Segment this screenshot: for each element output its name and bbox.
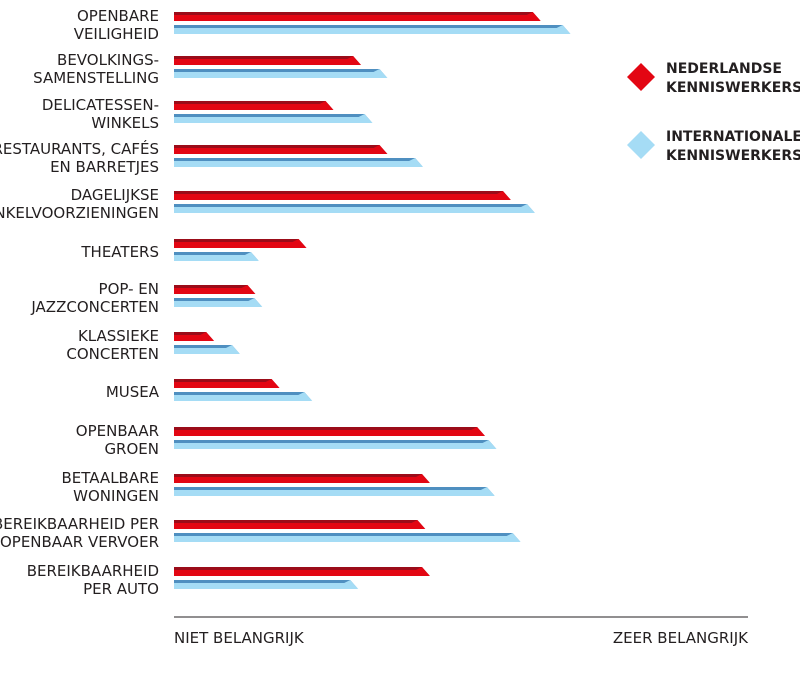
category-label: WONINGEN — [73, 487, 159, 505]
bar-nl-12 — [174, 567, 430, 576]
legend-label: INTERNATIONALE — [666, 129, 800, 145]
category-label: PER AUTO — [83, 580, 159, 598]
bar-nl-2 — [174, 101, 334, 110]
category-label: VEILIGHEID — [74, 25, 159, 43]
category-label: OPENBARE — [77, 7, 159, 25]
category-label: SAMENSTELLING — [33, 69, 159, 87]
bar-nl-6 — [174, 285, 256, 294]
bar-face — [174, 567, 430, 576]
bar-int-3 — [174, 158, 424, 167]
legend-item-nl: NEDERLANDSE KENNISWERKERS — [627, 61, 800, 96]
bar-nl-9 — [174, 427, 486, 436]
legend-label: NEDERLANDSE — [666, 61, 782, 77]
category-label: THEATERS — [80, 243, 159, 261]
bar-int-5 — [174, 252, 259, 261]
bar-face — [174, 204, 536, 213]
bar-face — [174, 533, 521, 542]
bar-int-11 — [174, 533, 521, 542]
category-label: DAGELIJKSE — [71, 186, 159, 204]
bar-face — [174, 440, 497, 449]
category-label: POP- EN — [99, 280, 159, 298]
bar-face — [174, 158, 424, 167]
bar-nl-10 — [174, 474, 430, 483]
legend: NEDERLANDSE KENNISWERKERS INTERNATIONALE KE… — [627, 61, 800, 164]
bar-face — [174, 332, 215, 341]
bar-face — [174, 427, 486, 436]
bar-face — [174, 56, 362, 65]
category-label: DELICATESSEN- — [42, 96, 159, 114]
bar-int-0 — [174, 25, 571, 34]
bar-int-4 — [174, 204, 536, 213]
category-label: MUSEA — [106, 383, 160, 401]
legend-diamond-icon — [627, 131, 655, 159]
category-label: JAZZCONCERTEN — [30, 298, 159, 316]
bar-face — [174, 580, 359, 589]
bar-nl-8 — [174, 379, 280, 388]
category-label: GROEN — [104, 440, 159, 458]
bar-face — [174, 114, 373, 123]
bar-face — [174, 25, 571, 34]
bar-face — [174, 285, 256, 294]
legend-diamond-icon — [627, 63, 655, 91]
bar-int-8 — [174, 392, 313, 401]
bar-face — [174, 69, 388, 78]
category-label: BETAALBARE — [61, 469, 159, 487]
category-label: WINKELS — [91, 114, 159, 132]
bar-face — [174, 474, 430, 483]
bar-face — [174, 252, 259, 261]
legend-label: KENNISWERKERS — [666, 80, 800, 96]
category-label: BEVOLKINGS- — [57, 51, 159, 69]
bar-int-10 — [174, 487, 495, 496]
category-label: CONCERTEN — [66, 345, 159, 363]
bar-face — [174, 239, 307, 248]
bar-face — [174, 487, 495, 496]
bar-int-9 — [174, 440, 497, 449]
category-label: BEREIKBAARHEID — [27, 562, 159, 580]
bar-nl-3 — [174, 145, 388, 154]
category-label: EN BARRETJES — [50, 158, 159, 176]
bar-int-2 — [174, 114, 373, 123]
x-axis-left-label: NIET BELANGRIJK — [174, 629, 305, 647]
category-label: KLASSIEKE — [78, 327, 159, 345]
bar-nl-4 — [174, 191, 511, 200]
bar-int-7 — [174, 345, 240, 354]
bar-int-6 — [174, 298, 263, 307]
bar-nl-5 — [174, 239, 307, 248]
bar-face — [174, 520, 426, 529]
bar-nl-7 — [174, 332, 215, 341]
bar-face — [174, 392, 313, 401]
x-axis-right-label: ZEER BELANGRIJK — [613, 629, 749, 647]
bar-face — [174, 345, 240, 354]
bar-nl-1 — [174, 56, 362, 65]
bar-int-12 — [174, 580, 359, 589]
category-label: RESTAURANTS, CAFÉS — [0, 139, 159, 158]
category-label: OPENBAAR VERVOER — [0, 533, 159, 551]
bar-face — [174, 379, 280, 388]
category-label: BEREIKBAARHEID PER — [0, 515, 159, 533]
bar-face — [174, 298, 263, 307]
bar-nl-11 — [174, 520, 426, 529]
legend-label: KENNISWERKERS — [666, 148, 800, 164]
bar-nl-0 — [174, 12, 541, 21]
category-label: OPENBAAR — [76, 422, 159, 440]
bar-face — [174, 101, 334, 110]
bar-face — [174, 191, 511, 200]
bar-int-1 — [174, 69, 388, 78]
bar-face — [174, 12, 541, 21]
legend-item-int: INTERNATIONALE KENNISWERKERS — [627, 129, 800, 164]
bars-group — [174, 12, 571, 589]
bar-face — [174, 145, 388, 154]
category-label: WINKELVOORZIENINGEN — [0, 204, 159, 222]
